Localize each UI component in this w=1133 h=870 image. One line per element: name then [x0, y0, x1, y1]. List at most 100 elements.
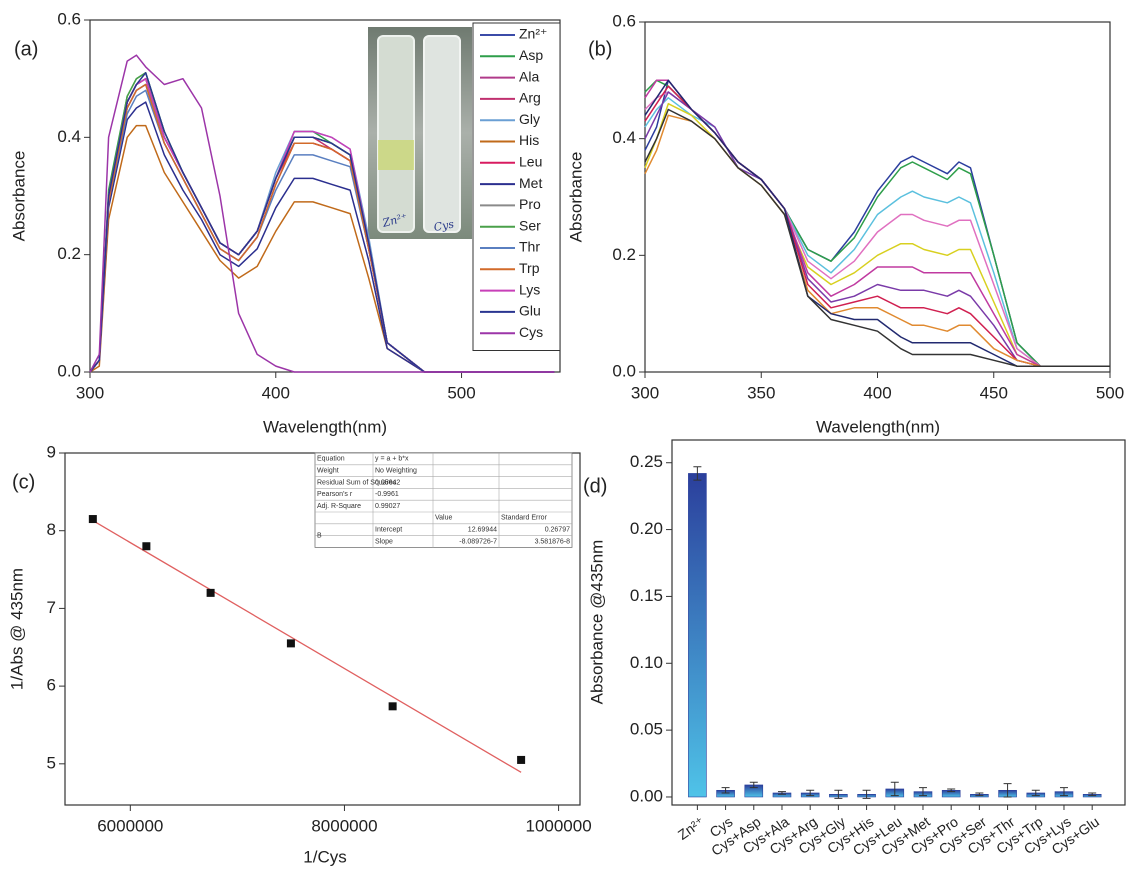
- panel-label: (a): [14, 38, 38, 60]
- panel-label: (b): [588, 38, 612, 60]
- table-group: B: [317, 532, 322, 539]
- data-point: [142, 542, 151, 551]
- x-tick-label: 500: [447, 383, 475, 402]
- y-tick-label: 8: [47, 520, 56, 539]
- vial: [377, 35, 415, 233]
- table-cell: Pearson's r: [317, 491, 353, 498]
- inset-photo: Zn²⁺ Cys: [368, 27, 472, 239]
- legend-label: Glu: [519, 303, 541, 319]
- panel: (d) Absorbance @435nm 0.00 0.05 0.10 0.15 0.20…: [583, 439, 1126, 859]
- table-header: Value: [435, 515, 452, 522]
- error-bar: [947, 788, 956, 793]
- spectrum-line: [89, 54, 555, 373]
- error-bar: [1059, 787, 1068, 797]
- data-point: [388, 702, 397, 711]
- vial-liquid: [378, 140, 414, 170]
- y-tick-label: 0.0: [57, 361, 81, 380]
- x-tick-label: 450: [980, 383, 1008, 402]
- y-axis-label: Absorbance @435nm: [587, 540, 606, 705]
- y-tick-label: 0.05: [630, 720, 663, 739]
- spectrum-line: [89, 124, 555, 373]
- legend-label: Zn²⁺: [519, 26, 547, 42]
- table-header: Standard Error: [501, 515, 548, 522]
- legend-label: Met: [519, 175, 542, 191]
- y-tick-label: 0.2: [57, 244, 81, 263]
- spectrum-line: [644, 79, 1110, 367]
- error-bar: [975, 792, 984, 797]
- x-axis-label: Wavelength(nm): [263, 417, 387, 436]
- error-bar: [1031, 789, 1040, 797]
- spectrum-line: [644, 102, 1110, 367]
- inset-label: Cys: [433, 218, 456, 234]
- x-axis-label: Wavelength(nm): [816, 417, 940, 436]
- y-tick-label: 0.4: [57, 127, 81, 146]
- spectrum-line: [644, 108, 1110, 367]
- table-cell: 12.69944: [468, 527, 497, 534]
- y-tick-label: 0.6: [612, 11, 636, 30]
- legend-label: Asp: [519, 47, 543, 63]
- y-tick-label: 0.00: [630, 786, 663, 805]
- x-tick-label: 350: [747, 383, 775, 402]
- y-tick-label: 5: [47, 753, 56, 772]
- x-tick-label: 1000000: [525, 816, 591, 835]
- data-point: [286, 639, 295, 648]
- panel: (b) Absorbance Wavelength(nm) 0.0 0.2 0.4 0.6 3…: [566, 11, 1124, 436]
- error-bar: [693, 466, 702, 481]
- x-axis-label: 1/Cys: [303, 847, 346, 866]
- y-tick-label: 0.10: [630, 653, 663, 672]
- x-tick-label: 6000000: [97, 816, 163, 835]
- spectrum-line: [89, 72, 555, 373]
- y-tick-label: 0.2: [612, 245, 636, 264]
- error-bar: [749, 781, 758, 789]
- table-cell: -0.9961: [375, 491, 399, 498]
- table-cell: No Weighting: [375, 468, 417, 475]
- spectrum-line: [644, 79, 1110, 367]
- plot-frame: [671, 439, 1126, 806]
- data-point: [206, 588, 215, 597]
- table-cell: Slope: [375, 538, 393, 545]
- y-axis-label: Absorbance: [9, 151, 28, 242]
- legend-label: Ser: [519, 217, 541, 233]
- legend-label: Pro: [519, 196, 541, 212]
- error-bar: [721, 787, 730, 794]
- error-bar: [1088, 792, 1097, 797]
- y-tick-label: 0.20: [630, 519, 663, 538]
- table-cell: Weight: [317, 468, 339, 475]
- spectrum-line: [89, 101, 555, 373]
- spectrum-line: [644, 114, 1110, 367]
- table-cell: -8.089726-7: [459, 538, 497, 545]
- y-tick-label: 0.25: [630, 452, 663, 471]
- fit-line: [92, 520, 522, 773]
- y-tick-label: 0.15: [630, 586, 663, 605]
- x-tick-label: Zn²⁺: [675, 813, 707, 842]
- table-cell: 0.05642: [375, 479, 400, 486]
- legend-label: Ala: [519, 68, 539, 84]
- legend-label: Arg: [519, 90, 541, 106]
- vial: [423, 35, 461, 233]
- legend-label: Gly: [519, 111, 540, 127]
- error-bar: [777, 791, 786, 795]
- y-axis-label: Absorbance: [566, 152, 585, 243]
- spectrum-line: [89, 83, 555, 373]
- y-tick-label: 0.0: [612, 361, 636, 380]
- legend-label: Lys: [519, 281, 540, 297]
- error-bar: [862, 789, 871, 799]
- table-cell: 3.581876-8: [535, 538, 571, 545]
- data-point: [517, 755, 526, 764]
- x-tick-label: 300: [76, 383, 104, 402]
- table-cell: 0.26797: [545, 527, 570, 534]
- y-axis-label: 1/Abs @ 435nm: [7, 568, 26, 690]
- spectrum-line: [644, 91, 1110, 367]
- data-point: [88, 515, 97, 524]
- x-tick-label: 400: [262, 383, 290, 402]
- error-bar: [1003, 783, 1012, 798]
- x-tick-label: 400: [863, 383, 891, 402]
- table-cell: Residual Sum of Squares: [317, 479, 397, 486]
- table-cell: Intercept: [375, 527, 402, 534]
- y-tick-label: 9: [47, 442, 56, 461]
- x-tick-label: 500: [1096, 383, 1124, 402]
- panel: (a) Absorbance Wavelength(nm) 0.0 0.2 0.4 0.6 3…: [9, 9, 561, 436]
- bar: [688, 473, 707, 798]
- panel: (c) 1/Abs @ 435nm 1/Cys 5 6 7 8 9 6000000 8000000…: [7, 442, 591, 866]
